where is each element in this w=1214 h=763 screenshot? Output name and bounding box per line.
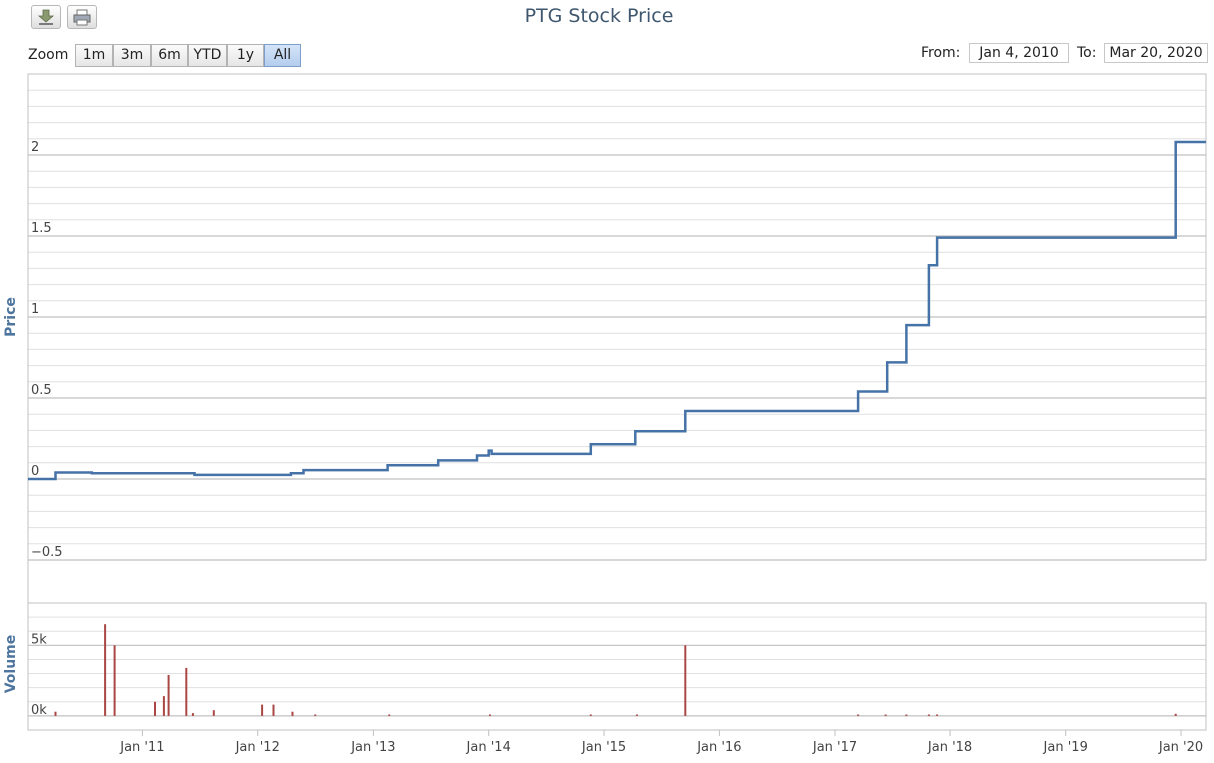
- chart-title: PTG Stock Price: [524, 5, 674, 27]
- volume-tick-label: 0k: [31, 703, 47, 718]
- download-button[interactable]: [31, 5, 61, 29]
- range-button-1y[interactable]: 1y: [227, 44, 264, 67]
- volume-bar: [113, 645, 116, 716]
- volume-bar: [167, 675, 170, 716]
- to-date-input[interactable]: Mar 20, 2020: [1104, 43, 1208, 63]
- range-button-6m[interactable]: 6m: [151, 44, 188, 67]
- volume-bar: [927, 714, 930, 716]
- price-tick-label: 1.5: [31, 221, 52, 236]
- x-tick-label: Jan '20: [1158, 740, 1203, 755]
- x-tick-label: Jan '19: [1043, 740, 1088, 755]
- volume-bar: [1174, 713, 1177, 716]
- volume-bar: [191, 713, 194, 716]
- volume-bar: [261, 704, 264, 716]
- volume-bar: [54, 711, 57, 716]
- volume-axis-label: Volume: [3, 635, 19, 694]
- volume-bar: [635, 714, 638, 716]
- zoom-label: Zoom: [28, 47, 69, 63]
- x-tick-label: Jan '12: [235, 740, 280, 755]
- price-tick-label: 1: [31, 302, 39, 317]
- x-tick-label: Jan '15: [581, 740, 626, 755]
- volume-bar: [589, 714, 592, 716]
- price-tick-label: 0: [31, 464, 39, 479]
- volume-bar: [104, 624, 107, 716]
- volume-bar: [314, 714, 317, 716]
- volume-bar: [291, 711, 294, 716]
- price-tick-label: −0.5: [31, 545, 63, 560]
- download-icon: [37, 9, 55, 25]
- from-date-input[interactable]: Jan 4, 2010: [969, 43, 1069, 63]
- volume-tick-label: 5k: [31, 632, 47, 647]
- range-button-ytd[interactable]: YTD: [188, 44, 227, 67]
- volume-bar: [905, 714, 908, 716]
- price-tick-label: 0.5: [31, 383, 52, 398]
- to-label: To:: [1077, 45, 1097, 61]
- price-series-line: [28, 140, 1206, 481]
- volume-bar: [212, 710, 215, 716]
- volume-bar: [388, 714, 391, 716]
- volume-bar: [185, 667, 188, 716]
- range-button-1m[interactable]: 1m: [75, 44, 113, 67]
- range-button-all[interactable]: All: [264, 44, 301, 67]
- x-tick-label: Jan '17: [812, 740, 857, 755]
- volume-bar: [684, 645, 687, 716]
- x-tick-label: Jan '11: [119, 740, 164, 755]
- volume-bar: [162, 696, 165, 716]
- x-tick-label: Jan '16: [696, 740, 741, 755]
- from-label: From:: [921, 45, 961, 61]
- price-axis-label: Price: [3, 297, 19, 337]
- print-icon: [73, 9, 91, 26]
- x-tick-label: Jan '13: [350, 740, 395, 755]
- x-tick-label: Jan '14: [466, 740, 511, 755]
- volume-bar: [884, 714, 887, 716]
- range-button-3m[interactable]: 3m: [113, 44, 151, 67]
- volume-bar: [857, 714, 860, 716]
- volume-bar: [154, 701, 156, 716]
- volume-bar: [936, 714, 939, 716]
- price-tick-label: 2: [31, 140, 39, 155]
- x-tick-label: Jan '18: [927, 740, 972, 755]
- volume-plot-frame: [27, 602, 1207, 731]
- volume-bar: [489, 714, 491, 716]
- print-button[interactable]: [67, 5, 97, 29]
- volume-bar: [272, 704, 275, 716]
